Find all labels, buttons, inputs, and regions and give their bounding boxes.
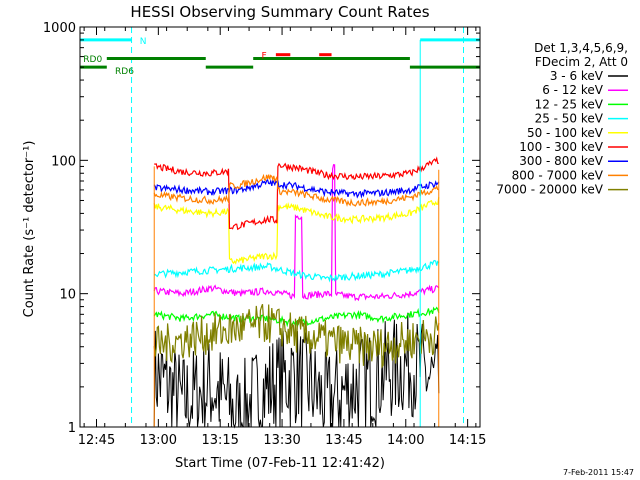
series-line-4 xyxy=(153,259,440,283)
x-axis-label: Start Time (07-Feb-11 12:41:42) xyxy=(175,456,385,471)
series-line-9 xyxy=(153,303,440,369)
y-tick-label: 1 xyxy=(68,421,76,436)
annotation-label-3: RD6 xyxy=(115,67,134,77)
y-tick-label: 100 xyxy=(51,154,76,169)
legend-header-line-1: Det 1,3,4,5,6,9, xyxy=(534,41,628,55)
plot-area xyxy=(80,27,480,427)
annotation-label-2: RD0 xyxy=(83,55,102,65)
overlay-layer: N RD0 RD6 F xyxy=(80,27,480,427)
legend-label-3: 12 - 25 keV xyxy=(535,97,604,111)
series-line-7 xyxy=(153,178,440,199)
series-line-6 xyxy=(154,156,439,231)
y-axis-label: Count Rate (s⁻¹ detector⁻¹) xyxy=(22,141,37,318)
plot-timestamp: 7-Feb-2011 15:47 xyxy=(563,468,634,477)
annotation-label-4: F xyxy=(261,52,266,62)
x-tick-label: 14:15 xyxy=(449,433,486,448)
annotation-label-1: N xyxy=(140,37,147,47)
axes-layer: 1 10 100 1000 12:45 13:00 13:15 13:30 13:45 14:00… xyxy=(43,21,486,448)
plot-frame xyxy=(79,26,481,428)
series-line-5 xyxy=(153,197,440,265)
series-line-2 xyxy=(153,163,440,302)
series-line-8 xyxy=(153,173,439,207)
series-line-1 xyxy=(153,312,440,429)
x-tick-label: 12:45 xyxy=(78,433,115,448)
plot-background xyxy=(80,27,480,427)
legend-label-4: 25 - 50 keV xyxy=(535,112,604,126)
series-layer xyxy=(153,156,440,429)
x-tick-label: 13:30 xyxy=(263,433,300,448)
x-tick-label: 14:00 xyxy=(387,433,424,448)
legend-label-8: 800 - 7000 keV xyxy=(512,168,604,182)
legend-label-6: 100 - 300 keV xyxy=(519,140,603,154)
legend-header-line-2: FDecim 2, Att 0 xyxy=(535,55,628,69)
legend-label-5: 50 - 100 keV xyxy=(527,126,604,140)
legend-label-7: 300 - 800 keV xyxy=(519,154,603,168)
x-tick-label: 13:45 xyxy=(325,433,362,448)
chart-title: HESSI Observing Summary Count Rates xyxy=(130,3,429,21)
legend-label-1: 3 - 6 keV xyxy=(550,69,604,83)
legend-label-9: 7000 - 20000 keV xyxy=(496,183,603,197)
y-tick-label: 10 xyxy=(59,288,76,303)
x-tick-label: 13:00 xyxy=(140,433,177,448)
x-tick-label: 13:15 xyxy=(201,433,238,448)
legend: Det 1,3,4,5,6,9, FDecim 2, Att 0 3 - 6 k… xyxy=(496,41,628,197)
legend-label-2: 6 - 12 keV xyxy=(542,83,604,97)
y-tick-label: 1000 xyxy=(43,21,76,36)
